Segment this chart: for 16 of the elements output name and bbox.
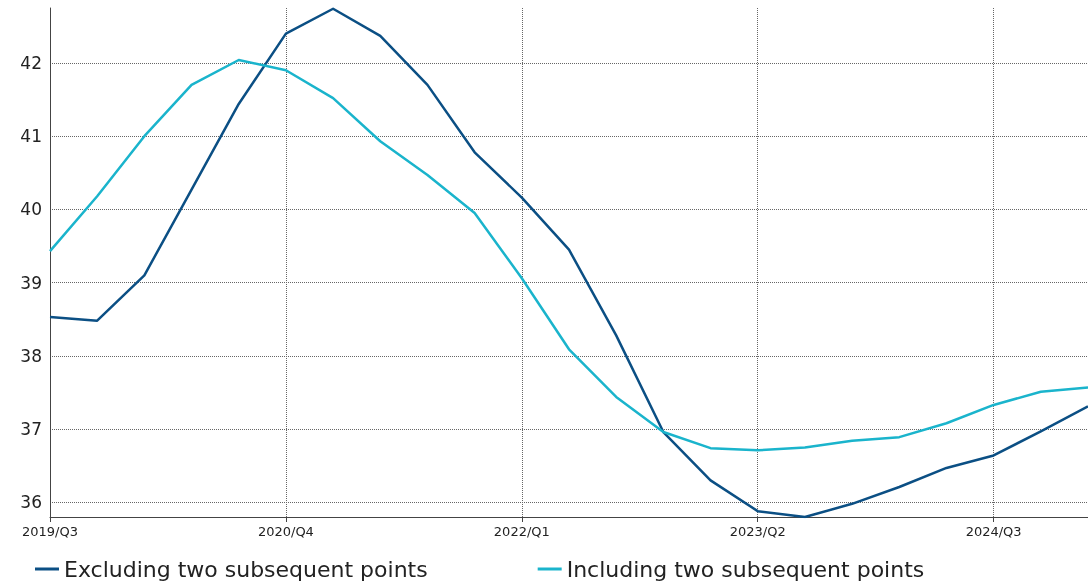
x-tick-label: 2024/Q3	[965, 524, 1022, 539]
y-tick-label: 41	[20, 126, 42, 147]
x-tick-label: 2022/Q1	[493, 524, 550, 539]
y-tick-label: 38	[20, 345, 42, 366]
x-tick-label: 2020/Q4	[257, 524, 314, 539]
y-tick-label: 40	[20, 199, 42, 220]
y-tick-label: 36	[20, 492, 42, 513]
y-tick-label: 39	[20, 272, 42, 293]
x-tick-label: 2019/Q3	[22, 524, 78, 539]
x-tick-label: 2023/Q2	[729, 524, 786, 539]
legend-label: Including two subsequent points	[566, 556, 925, 582]
line-series	[48, 7, 1088, 519]
legend-label: Excluding two subsequent points	[64, 556, 428, 582]
line-series	[48, 58, 1088, 452]
y-tick-label: 37	[20, 419, 42, 440]
y-tick-label: 42	[20, 52, 42, 73]
